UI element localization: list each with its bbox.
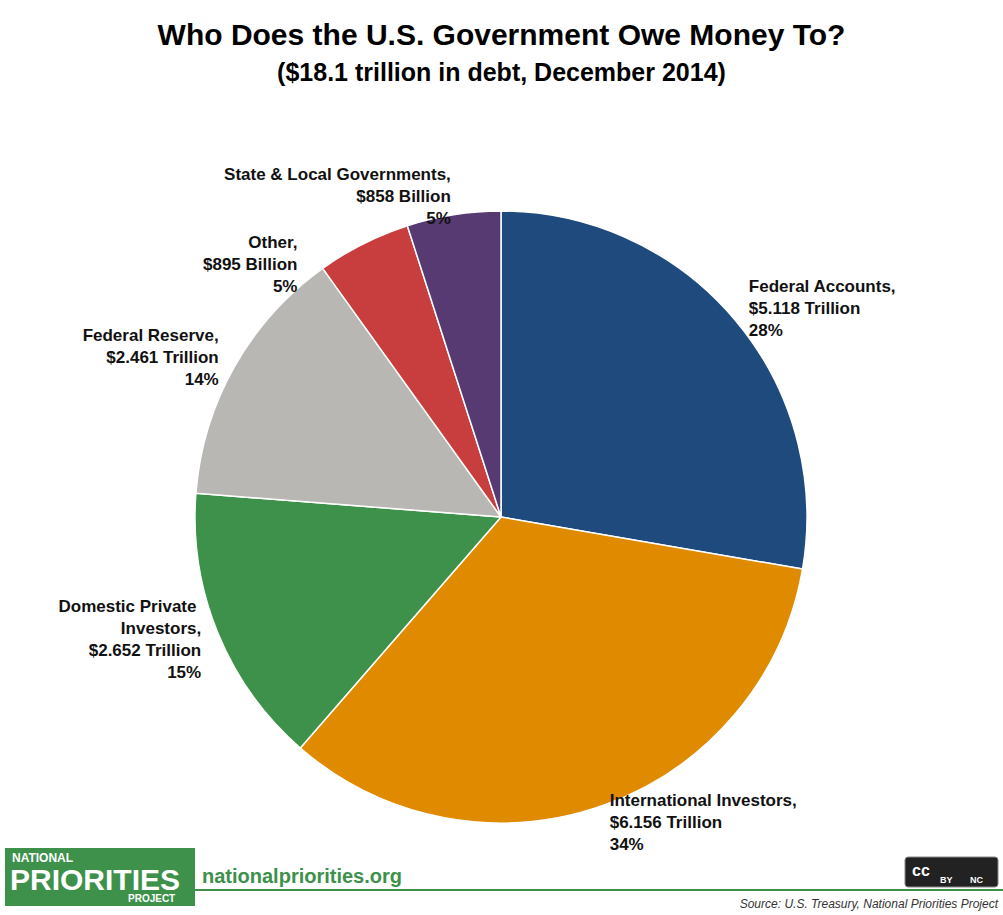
svg-text:34%: 34% [610,835,644,854]
svg-text:$2.461 Trillion: $2.461 Trillion [106,348,218,367]
svg-text:$895 Billion: $895 Billion [203,255,297,274]
svg-text:5%: 5% [273,277,298,296]
svg-text:Domestic Private: Domestic Private [58,597,201,616]
svg-text:14%: 14% [185,370,219,389]
svg-text:State & Local Governments,: State & Local Governments, [224,165,451,184]
svg-text:PROJECT: PROJECT [128,893,175,904]
svg-text:nationalpriorities.org: nationalpriorities.org [202,865,402,887]
svg-text:International Investors,: International Investors, [610,791,797,810]
svg-text:NC: NC [970,875,983,885]
svg-text:Federal Accounts,: Federal Accounts, [749,277,896,296]
svg-text:Who Does the U.S. Government O: Who Does the U.S. Government Owe Money T… [158,18,846,51]
svg-text:cc: cc [912,862,930,879]
svg-text:$2.652 Trillion: $2.652 Trillion [89,641,201,660]
svg-text:$6.156 Trillion: $6.156 Trillion [610,813,722,832]
svg-text:Federal Reserve,: Federal Reserve, [83,326,219,345]
svg-text:PRIORITIES: PRIORITIES [10,863,180,896]
svg-text:Investors,: Investors, [121,619,201,638]
svg-text:28%: 28% [749,321,783,340]
svg-text:$858 Billion: $858 Billion [356,187,450,206]
svg-text:($18.1 trillion in debt, Decem: ($18.1 trillion in debt, December 2014) [277,58,726,86]
svg-text:5%: 5% [426,209,451,228]
svg-text:BY: BY [940,875,953,885]
svg-text:15%: 15% [167,663,201,682]
svg-text:Other,: Other, [248,233,297,252]
svg-text:Source: U.S. Treasury, Nationa: Source: U.S. Treasury, National Prioriti… [740,897,999,911]
svg-text:$5.118 Trillion: $5.118 Trillion [749,299,861,318]
svg-text:NATIONAL: NATIONAL [12,851,74,865]
